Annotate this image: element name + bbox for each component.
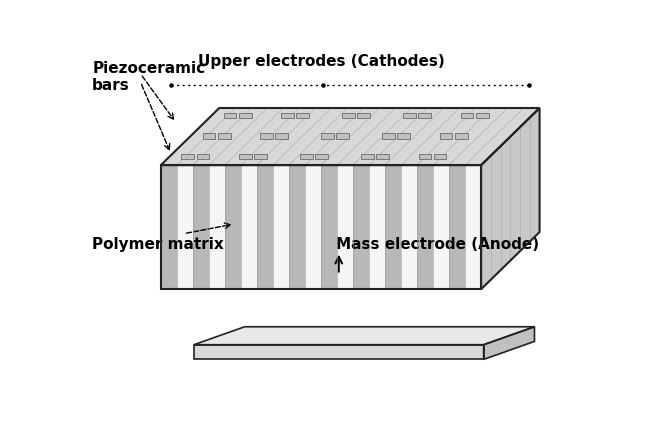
Polygon shape	[455, 134, 468, 139]
Polygon shape	[321, 165, 337, 289]
Polygon shape	[161, 108, 539, 165]
Polygon shape	[401, 165, 417, 289]
Polygon shape	[257, 165, 273, 289]
Polygon shape	[218, 134, 230, 139]
Polygon shape	[289, 165, 305, 289]
Polygon shape	[276, 134, 288, 139]
Polygon shape	[358, 113, 370, 118]
Polygon shape	[297, 113, 309, 118]
Polygon shape	[476, 113, 489, 118]
Polygon shape	[239, 154, 252, 159]
Polygon shape	[224, 113, 236, 118]
Polygon shape	[225, 165, 241, 289]
Polygon shape	[382, 134, 395, 139]
Polygon shape	[449, 165, 465, 289]
Polygon shape	[193, 165, 209, 289]
Polygon shape	[260, 134, 273, 139]
Polygon shape	[353, 165, 369, 289]
Polygon shape	[342, 113, 355, 118]
Polygon shape	[337, 134, 349, 139]
Polygon shape	[300, 154, 313, 159]
Polygon shape	[239, 113, 251, 118]
Text: Polymer matrix: Polymer matrix	[92, 237, 224, 252]
Polygon shape	[203, 134, 215, 139]
Text: Upper electrodes (Cathodes): Upper electrodes (Cathodes)	[197, 54, 444, 69]
Polygon shape	[481, 108, 539, 289]
Polygon shape	[385, 165, 401, 289]
Text: Piezoceramic
bars: Piezoceramic bars	[92, 61, 205, 93]
Polygon shape	[465, 165, 481, 289]
Polygon shape	[177, 165, 193, 289]
Polygon shape	[369, 165, 385, 289]
Polygon shape	[255, 154, 267, 159]
Text: Mass electrode (Anode): Mass electrode (Anode)	[336, 237, 539, 252]
Polygon shape	[305, 165, 321, 289]
Polygon shape	[182, 154, 194, 159]
Polygon shape	[419, 154, 431, 159]
Polygon shape	[433, 165, 449, 289]
Polygon shape	[316, 154, 328, 159]
Polygon shape	[161, 165, 481, 289]
Polygon shape	[161, 165, 177, 289]
Polygon shape	[434, 154, 447, 159]
Polygon shape	[403, 113, 416, 118]
Polygon shape	[440, 134, 452, 139]
Polygon shape	[361, 154, 373, 159]
Polygon shape	[197, 154, 209, 159]
Polygon shape	[419, 113, 431, 118]
Polygon shape	[376, 154, 389, 159]
Polygon shape	[337, 165, 353, 289]
Polygon shape	[241, 165, 257, 289]
Polygon shape	[273, 165, 289, 289]
Polygon shape	[209, 165, 225, 289]
Polygon shape	[281, 113, 294, 118]
Polygon shape	[194, 345, 483, 360]
Polygon shape	[417, 165, 433, 289]
Polygon shape	[483, 327, 535, 360]
Polygon shape	[397, 134, 410, 139]
Polygon shape	[194, 327, 535, 345]
Polygon shape	[461, 113, 474, 118]
Polygon shape	[321, 134, 334, 139]
